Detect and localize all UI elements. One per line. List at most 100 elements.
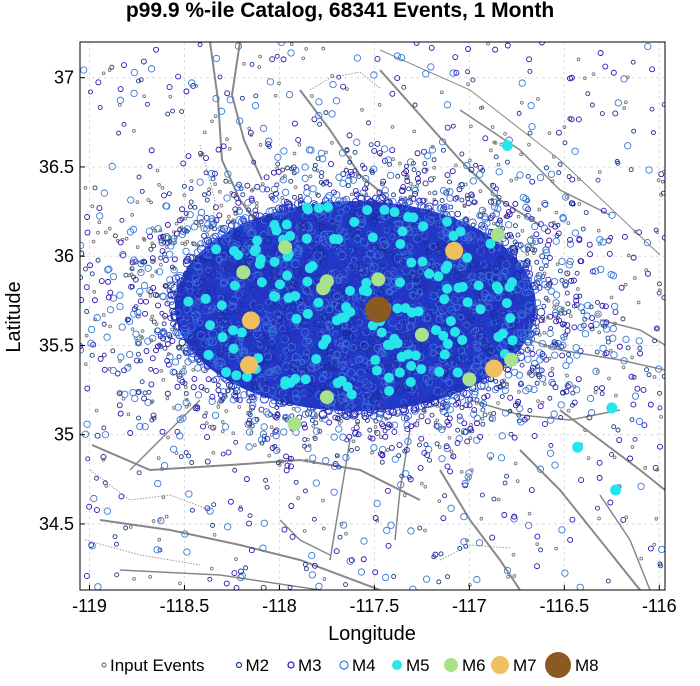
event-marker	[255, 212, 264, 221]
event-marker	[236, 397, 243, 404]
event-marker	[436, 379, 445, 387]
event-marker	[409, 344, 417, 351]
event-marker	[471, 240, 478, 247]
event-marker	[599, 344, 607, 352]
event-marker	[439, 90, 444, 95]
event-marker	[558, 343, 565, 350]
event-marker-m5	[249, 246, 260, 257]
event-marker	[438, 455, 446, 463]
legend-marker	[287, 661, 295, 669]
event-marker	[259, 231, 268, 240]
event-marker	[593, 386, 599, 391]
event-marker	[517, 310, 526, 319]
event-marker	[306, 243, 315, 251]
event-marker	[96, 230, 100, 235]
event-marker	[417, 296, 427, 306]
event-marker	[360, 108, 364, 112]
event-marker	[308, 571, 316, 579]
event-marker	[260, 519, 268, 527]
event-marker	[550, 380, 557, 387]
event-marker-m5	[331, 315, 342, 326]
event-marker	[657, 390, 662, 396]
event-marker	[602, 351, 608, 357]
event-marker	[244, 383, 252, 390]
event-marker	[162, 315, 167, 320]
event-marker	[234, 183, 242, 191]
event-marker	[492, 140, 497, 145]
event-marker-m5	[217, 332, 228, 343]
event-marker	[74, 259, 78, 263]
event-marker	[520, 229, 525, 233]
event-marker	[485, 228, 492, 235]
event-marker	[522, 268, 531, 277]
fault-line	[99, 519, 381, 590]
event-marker-m5	[395, 238, 406, 249]
event-marker	[570, 390, 576, 396]
event-marker	[643, 466, 648, 470]
event-marker	[182, 257, 190, 265]
event-marker	[198, 153, 203, 158]
event-marker	[557, 161, 563, 167]
event-marker	[256, 323, 265, 333]
event-marker	[274, 182, 280, 188]
event-marker	[380, 178, 387, 185]
event-marker	[497, 254, 504, 261]
event-marker	[154, 225, 162, 233]
event-marker	[454, 312, 463, 322]
event-marker	[175, 73, 182, 80]
event-marker	[389, 354, 396, 361]
event-marker	[349, 176, 358, 184]
event-marker	[340, 256, 350, 265]
event-marker	[522, 387, 530, 395]
event-marker	[330, 488, 338, 496]
event-marker	[307, 443, 312, 448]
event-marker	[471, 390, 479, 399]
event-marker	[327, 374, 334, 381]
event-marker	[254, 183, 261, 190]
event-marker	[228, 291, 237, 300]
event-marker	[599, 238, 607, 246]
event-marker	[107, 68, 112, 72]
event-marker	[535, 542, 540, 547]
event-marker	[536, 356, 544, 364]
event-marker-m5	[228, 343, 239, 354]
event-marker	[143, 348, 150, 354]
event-marker	[188, 254, 196, 262]
event-marker-m5	[301, 233, 312, 244]
event-marker	[623, 282, 628, 287]
event-marker	[454, 194, 460, 200]
event-marker	[476, 247, 485, 256]
event-marker	[342, 403, 349, 410]
event-marker	[132, 258, 139, 265]
event-marker	[393, 253, 403, 263]
event-marker	[536, 465, 545, 473]
event-marker-m5	[501, 140, 513, 152]
event-marker	[272, 432, 280, 440]
event-marker	[542, 246, 550, 254]
event-marker	[215, 146, 222, 153]
event-marker	[182, 347, 192, 357]
event-marker	[635, 417, 644, 426]
event-marker	[577, 293, 583, 299]
event-marker	[157, 342, 163, 348]
event-marker	[655, 230, 659, 234]
event-marker	[570, 201, 576, 207]
event-marker	[216, 313, 224, 321]
event-marker	[167, 291, 174, 299]
event-marker	[446, 405, 454, 414]
event-marker	[395, 220, 404, 228]
event-marker	[504, 42, 511, 49]
event-marker	[586, 394, 595, 403]
event-marker-m5	[417, 256, 428, 267]
event-marker	[394, 317, 402, 326]
event-marker	[207, 187, 211, 192]
event-marker	[479, 380, 489, 390]
event-marker	[230, 354, 239, 363]
event-marker	[130, 212, 135, 217]
event-marker	[67, 221, 73, 227]
event-marker	[337, 251, 347, 261]
event-marker	[269, 325, 277, 334]
event-marker	[330, 462, 339, 471]
event-marker	[408, 423, 415, 430]
event-marker	[651, 130, 656, 136]
